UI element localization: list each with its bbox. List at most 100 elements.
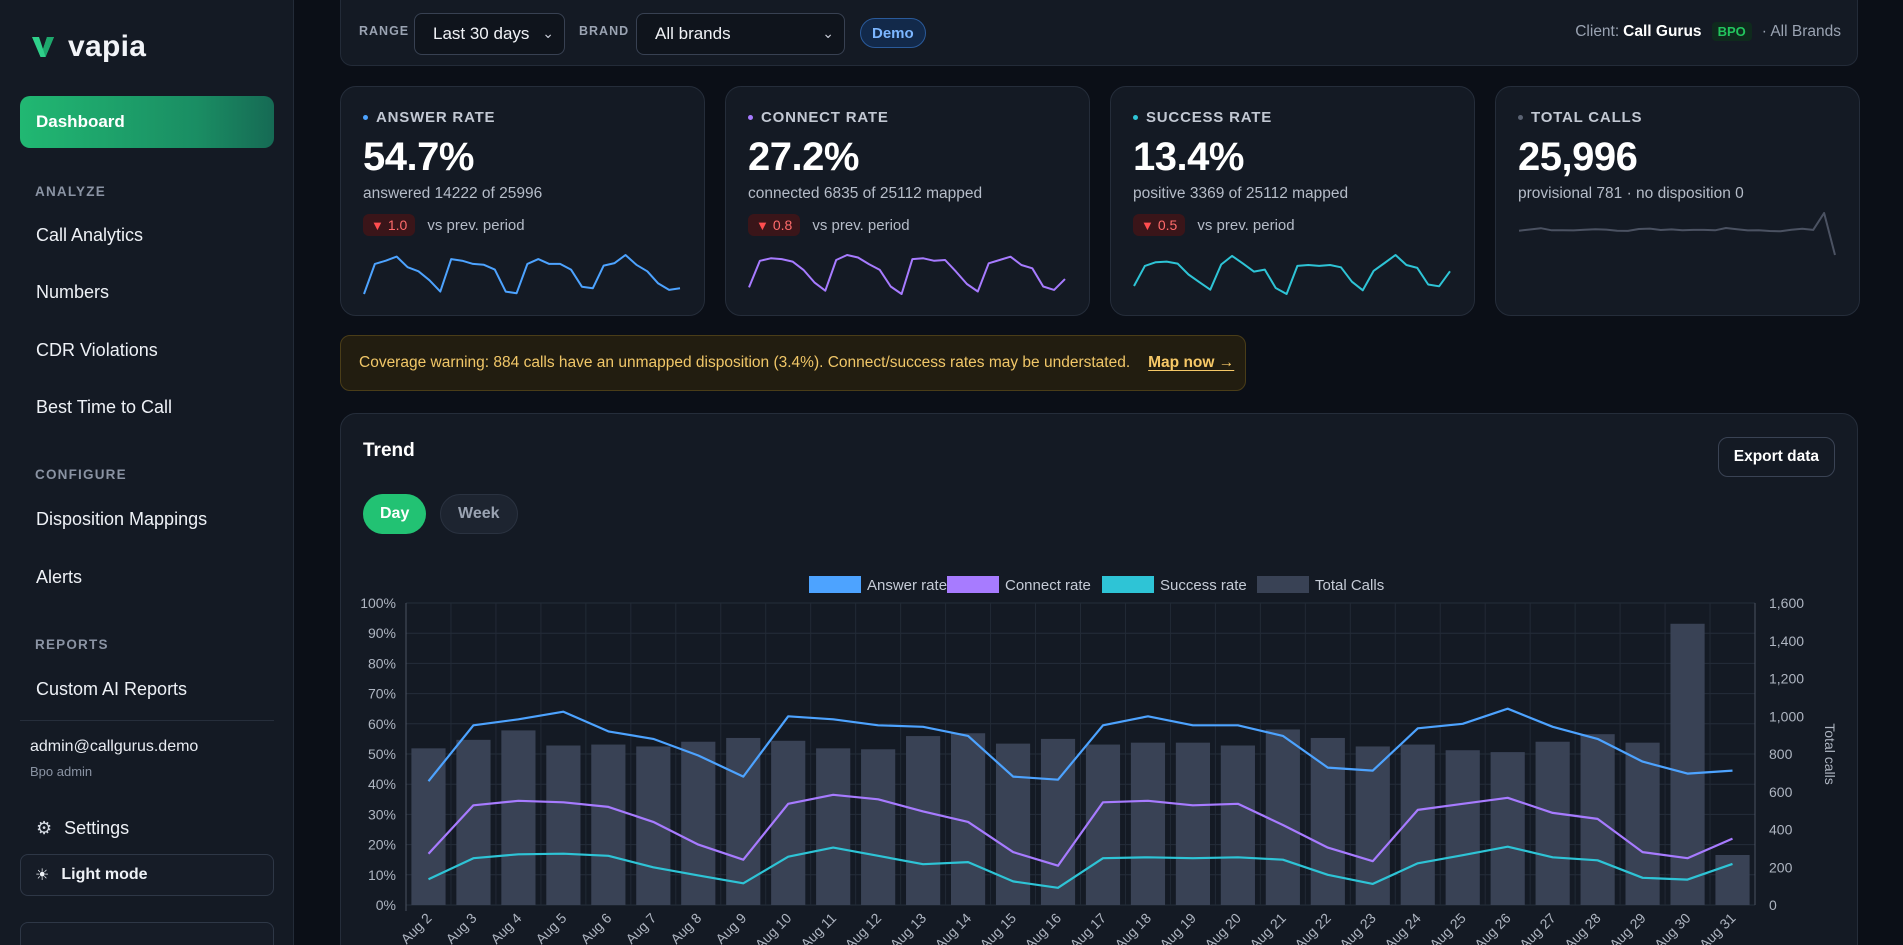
legend-swatch bbox=[809, 576, 861, 593]
bar-total-calls[interactable] bbox=[1220, 745, 1255, 905]
line-answer-rate[interactable] bbox=[427, 707, 1733, 782]
bar-total-calls[interactable] bbox=[906, 736, 941, 905]
sidebar-item-dashboard[interactable]: Dashboard bbox=[20, 96, 274, 148]
sidebar-item-call-analytics[interactable]: Call Analytics bbox=[36, 225, 144, 245]
y-right-tick-label: 1,200 bbox=[1769, 671, 1804, 687]
bar-total-calls[interactable] bbox=[1445, 750, 1480, 905]
delta-value: 0.5 bbox=[1157, 217, 1178, 233]
export-data-button[interactable]: Export data bbox=[1717, 437, 1835, 477]
light-mode-toggle[interactable]: ☀ Light mode bbox=[20, 854, 274, 896]
y-left-tick-label: 100% bbox=[360, 595, 396, 611]
bar-total-calls[interactable] bbox=[816, 748, 851, 905]
settings-link[interactable]: ⚙ Settings bbox=[36, 818, 129, 839]
kpi-title: CONNECT RATE bbox=[748, 109, 889, 126]
bar-total-calls[interactable] bbox=[456, 739, 491, 905]
sidebar-item-disposition-mappings[interactable]: Disposition Mappings bbox=[36, 509, 208, 529]
bar-total-calls[interactable] bbox=[1310, 737, 1345, 905]
bar-total-calls[interactable] bbox=[861, 749, 896, 905]
sidebar: vapia Dashboard ANALYZE Call Analytics N… bbox=[0, 0, 294, 945]
x-tick-label: Aug 6 bbox=[577, 910, 614, 945]
total-calls-sparkline bbox=[1518, 212, 1836, 256]
y-right-axis-label: Total calls bbox=[1822, 723, 1838, 784]
x-tick-label: Aug 20 bbox=[1201, 910, 1244, 945]
client-info: Client: Call Gurus BPO · All Brands bbox=[1575, 22, 1841, 41]
x-tick-label: Aug 24 bbox=[1381, 910, 1424, 945]
range-select[interactable]: Last 30 days ⌄ bbox=[414, 13, 565, 55]
sidebar-item-cdr-violations[interactable]: CDR Violations bbox=[36, 340, 158, 360]
bar-total-calls[interactable] bbox=[771, 740, 806, 905]
kpi-title-text: ANSWER RATE bbox=[376, 109, 496, 126]
brand-select[interactable]: All brands ⌄ bbox=[636, 13, 845, 55]
y-left-tick-label: 70% bbox=[368, 686, 396, 702]
granularity-week-button[interactable]: Week bbox=[440, 494, 518, 534]
brand-select-value: All brands bbox=[655, 24, 731, 43]
granularity-day-button[interactable]: Day bbox=[363, 494, 427, 534]
x-tick-label: Aug 26 bbox=[1471, 910, 1514, 945]
settings-label: Settings bbox=[64, 818, 130, 838]
bar-total-calls[interactable] bbox=[591, 744, 626, 905]
bar-total-calls[interactable] bbox=[546, 745, 581, 905]
bar-total-calls[interactable] bbox=[501, 730, 536, 905]
bar-total-calls[interactable] bbox=[726, 737, 761, 905]
delta-badge: ▼ 0.8 bbox=[748, 214, 801, 236]
kpi-value: 27.2% bbox=[748, 135, 859, 179]
bar-total-calls[interactable] bbox=[1535, 741, 1570, 905]
kpi-title: SUCCESS RATE bbox=[1133, 109, 1272, 126]
legend-swatch bbox=[1257, 576, 1309, 593]
bar-total-calls[interactable] bbox=[1670, 623, 1705, 905]
client-name: Call Gurus bbox=[1623, 22, 1702, 40]
brand-label: BRAND bbox=[579, 24, 630, 38]
sidebar-item-alerts[interactable]: Alerts bbox=[36, 567, 83, 587]
legend-item[interactable]: Answer rate bbox=[809, 576, 947, 594]
sparkline-path bbox=[363, 254, 681, 295]
down-triangle-icon: ▼ bbox=[371, 217, 384, 233]
line-connect-rate[interactable] bbox=[427, 793, 1733, 867]
sparkline-path bbox=[748, 254, 1066, 295]
x-tick-label: Aug 5 bbox=[532, 910, 569, 945]
delta-value: 1.0 bbox=[387, 217, 408, 233]
series-dot-icon bbox=[1133, 115, 1138, 120]
series-dot-icon bbox=[1518, 115, 1523, 120]
legend-item[interactable]: Connect rate bbox=[947, 576, 1091, 594]
bar-total-calls[interactable] bbox=[1715, 854, 1750, 905]
kpi-card-total-calls: TOTAL CALLS 25,996 provisional 781 · no … bbox=[1495, 86, 1860, 316]
y-right-tick-label: 400 bbox=[1769, 822, 1793, 838]
sidebar-item-numbers[interactable]: Numbers bbox=[36, 282, 110, 302]
bar-total-calls[interactable] bbox=[1400, 744, 1435, 905]
light-mode-label: Light mode bbox=[61, 866, 148, 883]
kpi-title: TOTAL CALLS bbox=[1518, 109, 1642, 126]
range-label: RANGE bbox=[359, 24, 410, 38]
gear-icon: ⚙ bbox=[36, 818, 53, 838]
y-left-tick-label: 50% bbox=[368, 746, 396, 762]
trend-chart: 0% 10% 20% 30% 40% 50% 60% 70% 80% 90% 100% 0 200 400… bbox=[360, 576, 1838, 945]
legend-item[interactable]: Total Calls bbox=[1257, 576, 1384, 594]
bar-total-calls[interactable] bbox=[1130, 742, 1166, 905]
y-left-tick-label: 10% bbox=[368, 867, 396, 883]
logo[interactable]: vapia bbox=[30, 30, 146, 64]
bar-total-calls[interactable] bbox=[1625, 742, 1660, 905]
bar-total-calls[interactable] bbox=[1175, 742, 1211, 905]
trend-panel: Trend Export data Day Week 0% 10% 20% 30% 40… bbox=[340, 413, 1858, 945]
line-success-rate[interactable] bbox=[428, 845, 1733, 889]
bar-total-calls[interactable] bbox=[411, 748, 446, 905]
x-tick-label: Aug 30 bbox=[1651, 910, 1694, 945]
x-tick-label: Aug 25 bbox=[1426, 910, 1469, 945]
kpi-subtext: provisional 781 · no disposition 0 bbox=[1518, 185, 1744, 202]
delta-text: vs prev. period bbox=[1197, 216, 1295, 234]
x-tick-label: Aug 15 bbox=[976, 910, 1019, 945]
legend-item[interactable]: Success rate bbox=[1102, 576, 1247, 594]
sidebar-item-custom-ai-reports[interactable]: Custom AI Reports bbox=[36, 679, 188, 699]
sidebar-account-box[interactable] bbox=[20, 922, 274, 945]
y-right-tick-label: 0 bbox=[1769, 897, 1777, 913]
bar-total-calls[interactable] bbox=[995, 743, 1031, 905]
bar-total-calls[interactable] bbox=[1265, 729, 1300, 905]
map-now-link[interactable]: Map now → bbox=[1148, 354, 1235, 371]
sidebar-item-best-time-to-call[interactable]: Best Time to Call bbox=[36, 397, 173, 417]
client-prefix: Client: bbox=[1575, 22, 1620, 40]
bar-total-calls[interactable] bbox=[636, 746, 671, 905]
bar-total-calls[interactable] bbox=[681, 741, 716, 905]
bar-total-calls[interactable] bbox=[1490, 752, 1525, 905]
series-dot-icon bbox=[748, 115, 753, 120]
chevron-down-icon: ⌄ bbox=[822, 25, 834, 41]
bar-total-calls[interactable] bbox=[1085, 744, 1121, 905]
